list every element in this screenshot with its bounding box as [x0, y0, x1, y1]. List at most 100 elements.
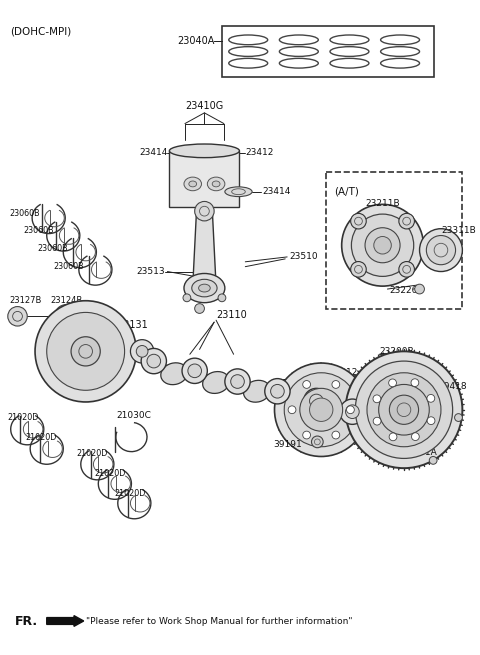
Circle shape — [304, 388, 329, 414]
Circle shape — [141, 348, 167, 374]
Circle shape — [300, 388, 343, 431]
Ellipse shape — [169, 144, 240, 158]
Circle shape — [340, 399, 365, 424]
Text: 23060B: 23060B — [24, 226, 54, 235]
Circle shape — [275, 363, 368, 457]
Circle shape — [399, 261, 414, 277]
Text: 23040A: 23040A — [177, 36, 214, 46]
Circle shape — [188, 364, 202, 378]
Ellipse shape — [243, 381, 270, 402]
Ellipse shape — [161, 363, 188, 384]
Circle shape — [303, 381, 311, 388]
Text: "Please refer to Work Shop Manual for further information": "Please refer to Work Shop Manual for fu… — [85, 618, 352, 626]
Circle shape — [310, 394, 323, 408]
Text: 21020D: 21020D — [25, 432, 57, 441]
Circle shape — [399, 214, 414, 229]
Ellipse shape — [321, 399, 348, 421]
Circle shape — [332, 381, 340, 388]
Circle shape — [47, 312, 125, 390]
Circle shape — [351, 214, 414, 276]
Circle shape — [60, 310, 73, 323]
Ellipse shape — [184, 274, 225, 303]
Text: 23311A: 23311A — [402, 448, 437, 457]
Circle shape — [71, 337, 100, 366]
Circle shape — [411, 433, 419, 441]
Circle shape — [225, 369, 250, 394]
Circle shape — [218, 294, 226, 302]
Circle shape — [411, 379, 419, 386]
Ellipse shape — [192, 279, 217, 297]
Circle shape — [389, 379, 396, 386]
Text: 23060B: 23060B — [10, 209, 40, 217]
Circle shape — [8, 307, 27, 326]
Circle shape — [365, 228, 400, 263]
Text: (DOHC-MPI): (DOHC-MPI) — [10, 26, 71, 36]
Circle shape — [271, 384, 284, 398]
Circle shape — [420, 229, 462, 272]
Circle shape — [455, 414, 462, 421]
Text: 39190A: 39190A — [271, 379, 305, 388]
Ellipse shape — [199, 284, 210, 292]
Text: 21020D: 21020D — [76, 449, 108, 458]
Circle shape — [265, 379, 290, 404]
Text: 23110: 23110 — [216, 310, 247, 320]
Circle shape — [429, 457, 437, 464]
Circle shape — [367, 373, 441, 447]
Text: 23311B: 23311B — [441, 226, 476, 235]
Circle shape — [288, 406, 296, 414]
Circle shape — [147, 354, 161, 368]
Text: 23410G: 23410G — [185, 101, 224, 111]
Circle shape — [426, 236, 456, 265]
Text: 23226B: 23226B — [389, 286, 424, 295]
Text: 23513: 23513 — [137, 267, 166, 276]
Ellipse shape — [203, 371, 229, 394]
Ellipse shape — [284, 392, 311, 414]
Text: 23124B: 23124B — [50, 296, 83, 305]
Circle shape — [35, 301, 136, 402]
Text: 23060B: 23060B — [54, 262, 84, 271]
Circle shape — [355, 361, 453, 458]
Text: 23412: 23412 — [245, 148, 274, 157]
Circle shape — [342, 204, 423, 286]
Circle shape — [389, 433, 397, 441]
Polygon shape — [193, 208, 216, 286]
Text: 23211B: 23211B — [365, 199, 400, 208]
Circle shape — [310, 398, 333, 421]
Text: 21020D: 21020D — [8, 413, 39, 422]
Bar — [169, 151, 240, 207]
Circle shape — [347, 406, 354, 414]
Bar — [326, 172, 462, 309]
Ellipse shape — [212, 181, 220, 187]
Text: 23510: 23510 — [289, 252, 318, 261]
Text: FR.: FR. — [14, 616, 38, 628]
Text: 23414: 23414 — [139, 148, 168, 157]
Text: 59418: 59418 — [438, 382, 467, 391]
Ellipse shape — [189, 181, 197, 187]
Text: 23414: 23414 — [263, 187, 291, 196]
Circle shape — [195, 304, 204, 313]
Text: 23212: 23212 — [329, 368, 358, 377]
Text: 23060B: 23060B — [37, 244, 68, 253]
Circle shape — [427, 394, 435, 402]
Circle shape — [183, 294, 191, 302]
Circle shape — [346, 351, 462, 468]
Circle shape — [136, 345, 148, 357]
Circle shape — [303, 431, 311, 439]
Circle shape — [374, 236, 391, 254]
Circle shape — [332, 431, 340, 439]
Text: 21020D: 21020D — [95, 468, 126, 477]
Circle shape — [373, 395, 381, 403]
Ellipse shape — [225, 187, 252, 196]
Text: 23127B: 23127B — [10, 296, 42, 305]
Text: (A/T): (A/T) — [334, 187, 359, 197]
Bar — [222, 26, 434, 77]
Ellipse shape — [207, 177, 225, 191]
Circle shape — [379, 384, 429, 435]
Circle shape — [231, 375, 244, 388]
Circle shape — [55, 305, 78, 328]
Text: 23131: 23131 — [117, 320, 147, 330]
FancyArrow shape — [47, 616, 84, 626]
Text: 21030C: 21030C — [117, 411, 152, 420]
Circle shape — [351, 214, 366, 229]
Circle shape — [351, 261, 366, 277]
